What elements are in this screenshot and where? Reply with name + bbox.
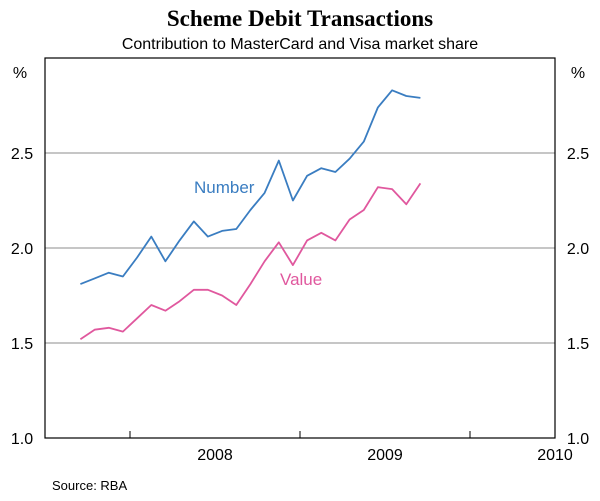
x-tick-label: 2009 (367, 447, 403, 464)
series-line-number (80, 89, 421, 285)
x-tick-label: 2010 (537, 447, 573, 464)
source-note: Source: RBA (52, 478, 128, 493)
chart-title: Scheme Debit Transactions (166, 6, 434, 31)
x-tick-label: 2008 (197, 447, 233, 464)
series-layer (79, 89, 422, 340)
y-tick-label-left: 2.5 (11, 146, 33, 163)
series-label-number: Number (194, 178, 255, 197)
series-label-value: Value (280, 270, 322, 289)
chart-subtitle: Contribution to MasterCard and Visa mark… (121, 36, 479, 53)
x-axis: 2008 2009 2010 (129, 431, 573, 464)
y-tick-label-right: 1.5 (567, 336, 589, 353)
y-tick-label-left: 1.5 (11, 336, 33, 353)
y-tick-label-left: 1.0 (11, 431, 33, 448)
y-tick-label-right: 2.5 (567, 146, 589, 163)
y-axis: 1.0 1.0 1.5 1.5 2.0 2.0 2.5 2.5 (11, 146, 589, 448)
y-tick-label-left: 2.0 (11, 241, 33, 258)
series-line-value (79, 182, 422, 340)
y-axis-unit-right: % (571, 65, 585, 82)
y-axis-unit-left: % (13, 65, 27, 82)
y-tick-label-right: 1.0 (567, 431, 589, 448)
y-tick-label-right: 2.0 (567, 241, 589, 258)
gridlines (45, 152, 555, 344)
